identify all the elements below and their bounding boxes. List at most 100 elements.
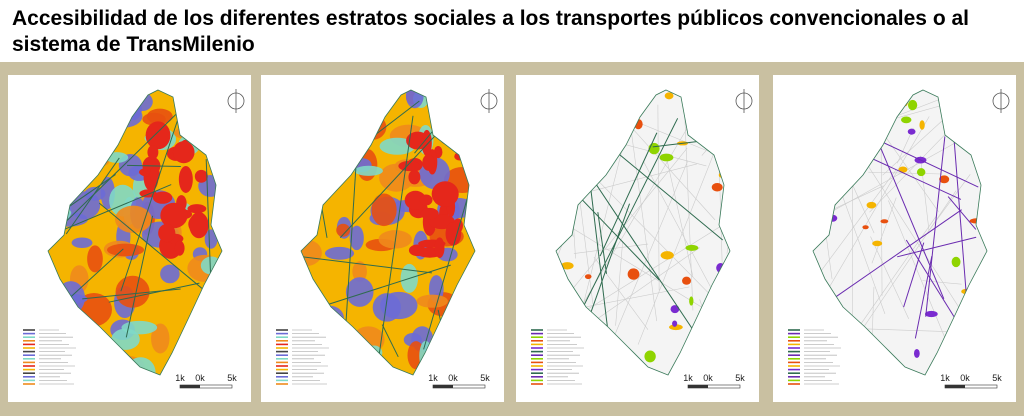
stratum-zone — [172, 141, 195, 164]
stratum-zone — [174, 240, 185, 256]
scale-label: 0k — [195, 373, 205, 383]
street — [640, 123, 716, 155]
stratum-zone — [422, 154, 435, 171]
stratum-zone — [584, 274, 592, 280]
stratum-zone — [189, 211, 209, 239]
street — [573, 243, 649, 254]
transit-route — [324, 264, 451, 306]
transit-route — [82, 288, 181, 300]
stratum-zone — [111, 328, 140, 350]
stratum-zone — [194, 169, 208, 183]
stratum-zone — [408, 169, 421, 185]
stratum-zone — [670, 305, 680, 314]
map-area — [813, 90, 987, 375]
stratum-zone — [420, 207, 439, 220]
scale-bar — [945, 385, 965, 388]
stratum-zone — [627, 268, 640, 280]
stratum-zone — [560, 262, 574, 270]
stratum-zone — [648, 142, 660, 155]
stratum-zone — [115, 205, 152, 233]
transit-route — [65, 113, 178, 223]
stratum-zone — [907, 99, 918, 111]
slide-title: Accesibilidad de los diferentes estratos… — [12, 7, 969, 56]
transit-route — [52, 184, 172, 235]
street — [880, 150, 883, 296]
street — [615, 240, 624, 326]
street — [870, 236, 909, 319]
transit-route — [574, 191, 660, 281]
map-outline — [47, 89, 223, 376]
street — [563, 148, 688, 301]
stratum-zone — [71, 237, 93, 249]
stratum-zone — [862, 225, 869, 230]
stratum-zone — [158, 223, 176, 243]
stratum-zone — [398, 160, 421, 172]
street — [571, 163, 697, 197]
transit-route — [947, 196, 977, 230]
stratum-zone — [711, 183, 723, 192]
stratum-zone — [405, 90, 424, 109]
map: 1k 0k 5k — [788, 89, 1010, 389]
map-outline — [555, 89, 731, 376]
street — [871, 197, 897, 264]
stratum-zone — [106, 243, 145, 257]
stratum-zone — [421, 129, 432, 157]
stratum-zone — [87, 245, 103, 273]
stratum-zone — [925, 310, 938, 318]
stratum-zone — [644, 350, 656, 363]
transit-route — [125, 215, 154, 338]
stratum-zone — [919, 120, 925, 130]
street — [657, 104, 660, 291]
stratum-zone — [669, 324, 683, 331]
transit-route — [378, 115, 414, 355]
stratum-zone — [404, 190, 427, 210]
stratum-zone — [898, 166, 908, 173]
transit-route — [925, 136, 946, 317]
transit-route — [599, 132, 658, 257]
stratum-zone — [115, 275, 150, 308]
transit-route — [381, 324, 399, 358]
scale-label: 1k — [683, 373, 693, 383]
scale-label: 1k — [940, 373, 950, 383]
street — [869, 123, 957, 213]
stratum-zone — [689, 296, 694, 306]
stratum-zone — [664, 92, 674, 100]
transit-route — [833, 209, 962, 299]
transit-route — [127, 164, 181, 168]
stratum-zone — [149, 166, 160, 183]
scale-label: 1k — [175, 373, 185, 383]
stratum-zone — [682, 276, 692, 285]
stratum-zone — [349, 225, 364, 251]
street — [816, 116, 930, 309]
stratum-zone — [354, 165, 383, 176]
stratum-zone — [371, 193, 397, 227]
scale-label: 1k — [428, 373, 438, 383]
transit-route — [301, 256, 432, 274]
stratum-zone — [160, 202, 188, 229]
stratum-zone — [160, 264, 180, 284]
transit-route — [423, 197, 468, 350]
street — [612, 160, 689, 341]
stratum-zone — [380, 291, 418, 320]
stratum-zone — [178, 165, 193, 193]
stratum-zone — [416, 294, 448, 308]
stratum-zone — [916, 168, 926, 177]
stratum-zone — [301, 239, 322, 267]
stratum-zone — [659, 153, 674, 162]
scale-label: 5k — [992, 373, 1002, 383]
stratum-zone — [379, 137, 416, 155]
stratum-zone — [324, 246, 355, 260]
stratum-zone — [660, 251, 674, 260]
map-base — [813, 90, 987, 375]
transit-route — [588, 173, 611, 352]
street — [922, 280, 962, 285]
map-outline — [812, 89, 988, 376]
transit-route — [618, 153, 724, 241]
stratum-zone — [872, 240, 883, 247]
street — [868, 171, 942, 175]
stratum-zone — [187, 204, 207, 214]
scale-bar — [433, 385, 453, 388]
map-outline — [300, 89, 476, 376]
stratum-zone — [434, 237, 445, 258]
